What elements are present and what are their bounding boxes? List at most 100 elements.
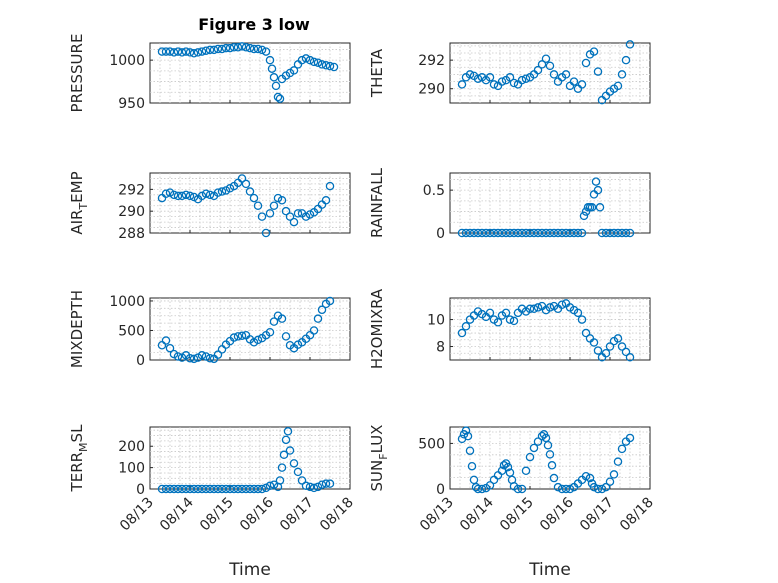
y-tick-label: 0 xyxy=(136,353,145,369)
y-tick-label: 500 xyxy=(118,323,145,339)
data-point xyxy=(569,77,579,86)
data-point xyxy=(461,426,471,435)
data-point xyxy=(537,60,547,69)
data-point xyxy=(257,212,267,221)
data-point xyxy=(621,228,631,238)
data-point xyxy=(513,228,523,238)
data-point xyxy=(533,303,543,312)
data-point xyxy=(281,206,291,216)
data-point xyxy=(197,351,207,360)
data-point xyxy=(497,77,507,86)
data-point xyxy=(271,81,281,91)
x-tick-label: 08/17 xyxy=(277,495,317,535)
subplot-rainfall: 0 0.5 RAINFALL xyxy=(368,167,651,242)
data-point xyxy=(313,314,323,323)
data-point xyxy=(609,470,619,479)
data-point xyxy=(293,209,303,218)
data-point xyxy=(501,308,511,318)
data-point xyxy=(565,228,575,238)
data-point xyxy=(545,61,555,71)
data-point xyxy=(325,296,335,306)
y-tick-label: 290 xyxy=(418,82,445,98)
data-point xyxy=(509,228,519,238)
data-point xyxy=(317,480,327,489)
data-point xyxy=(249,193,259,203)
data-point xyxy=(549,473,559,483)
data-point xyxy=(261,483,271,493)
data-point xyxy=(617,444,627,454)
data-point xyxy=(509,78,519,88)
data-point xyxy=(581,471,591,481)
data-point xyxy=(309,483,319,493)
data-point xyxy=(557,484,567,494)
data-point xyxy=(233,43,243,52)
y-axis-label: MIXDEPTH xyxy=(68,290,86,368)
data-point xyxy=(265,209,275,218)
data-point xyxy=(593,185,603,195)
data-point xyxy=(189,484,199,494)
data-point xyxy=(561,70,571,79)
data-point xyxy=(281,435,291,445)
data-point xyxy=(325,61,335,71)
data-point xyxy=(521,74,531,83)
data-point xyxy=(493,228,503,238)
data-point xyxy=(201,484,211,494)
data-point xyxy=(241,43,251,52)
data-point xyxy=(297,55,307,65)
data-point xyxy=(461,228,471,238)
data-point xyxy=(213,484,223,494)
data-point xyxy=(505,315,515,324)
data-point xyxy=(285,446,295,455)
data-point xyxy=(265,55,275,65)
y-axis-label: AIRTEMP xyxy=(68,171,90,234)
data-point xyxy=(477,228,487,238)
data-point xyxy=(277,196,287,205)
data-point xyxy=(173,352,183,361)
data-point xyxy=(193,484,203,494)
data-point xyxy=(577,315,587,324)
x-tick-label: 08/15 xyxy=(197,495,237,535)
data-point xyxy=(589,482,599,492)
data-point xyxy=(217,187,227,196)
data-point xyxy=(591,177,601,186)
data-point xyxy=(205,353,215,363)
x-tick-label: 08/18 xyxy=(617,495,657,535)
data-point xyxy=(301,481,311,491)
subplot-pressure: 950 1000 PRESSURE xyxy=(68,34,351,112)
data-point xyxy=(237,484,247,494)
data-point xyxy=(269,73,279,82)
data-point xyxy=(157,484,167,494)
data-point xyxy=(621,347,631,357)
x-axis-label: Time xyxy=(528,560,571,580)
data-point xyxy=(489,228,499,238)
data-point xyxy=(305,55,315,65)
axes-frame xyxy=(149,172,351,234)
data-point xyxy=(217,44,227,54)
data-point xyxy=(253,201,263,210)
data-point xyxy=(533,228,543,238)
y-axis-label: SUNFLUX xyxy=(368,425,390,492)
data-point xyxy=(505,228,515,238)
data-point xyxy=(297,476,307,485)
data-point xyxy=(189,49,199,58)
data-point xyxy=(245,484,255,494)
data-point xyxy=(237,174,247,183)
data-point xyxy=(529,228,539,238)
data-point xyxy=(233,484,243,494)
data-point xyxy=(213,350,223,359)
data-point xyxy=(313,58,323,67)
data-point xyxy=(265,481,275,491)
data-point xyxy=(545,450,555,459)
data-point xyxy=(597,484,607,494)
data-point xyxy=(517,75,527,85)
data-point xyxy=(289,459,299,468)
data-point xyxy=(485,228,495,238)
data-point xyxy=(561,228,571,238)
data-point xyxy=(481,228,491,238)
data-point xyxy=(565,484,575,494)
data-point xyxy=(597,228,607,238)
subplot-theta: 290 292 THETA xyxy=(368,40,651,105)
y-tick-label: 0.5 xyxy=(423,183,445,199)
data-point xyxy=(457,228,467,238)
data-point xyxy=(537,228,547,238)
